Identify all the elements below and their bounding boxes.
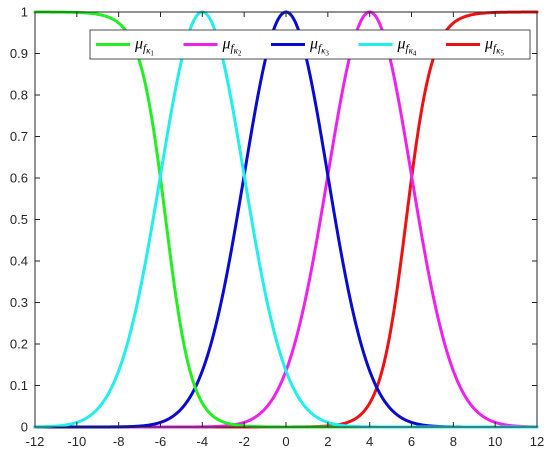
legend-label-1: μfκ1	[134, 36, 154, 58]
x-tick-label: -8	[113, 434, 125, 449]
x-tick-label: -2	[238, 434, 250, 449]
y-tick-label: 0.4	[10, 254, 28, 269]
x-tick-label: 6	[408, 434, 415, 449]
x-tick-label: 8	[450, 434, 457, 449]
y-tick-label: 0.5	[10, 212, 28, 227]
y-tick-label: 0.7	[10, 129, 28, 144]
x-axis: -12 -10 -8 -6 -4 -2 0 2 4 6 8 10 12	[26, 12, 544, 449]
y-tick-label: 1	[21, 5, 28, 20]
y-axis: 0 0.1 0.2 0.3 0.4 0.5 0.6 0.7 0.8 0.9 1	[10, 5, 537, 435]
x-tick-label: -4	[197, 434, 209, 449]
legend-label-5: μfκ5	[484, 36, 504, 58]
x-tick-label: -10	[67, 434, 86, 449]
x-tick-label: 10	[488, 434, 502, 449]
legend-label-4: μfκ4	[397, 36, 417, 58]
y-tick-label: 0.8	[10, 88, 28, 103]
y-tick-label: 0.6	[10, 171, 28, 186]
y-tick-label: 0	[21, 420, 28, 435]
y-tick-label: 0.2	[10, 337, 28, 352]
x-tick-label: 4	[366, 434, 373, 449]
y-tick-label: 0.1	[10, 378, 28, 393]
plot-area	[35, 12, 537, 427]
legend-label-2: μfκ2	[222, 36, 242, 58]
legend-label-3: μfκ3	[309, 36, 329, 58]
x-tick-label: -12	[26, 434, 45, 449]
x-tick-label: 0	[282, 434, 289, 449]
legend: μfκ1 μfκ2 μfκ3 μfκ4 μfκ5	[89, 29, 531, 60]
x-tick-label: 2	[324, 434, 331, 449]
y-tick-label: 0.9	[10, 46, 28, 61]
x-tick-label: 12	[530, 434, 544, 449]
y-tick-label: 0.3	[10, 295, 28, 310]
x-tick-label: -6	[155, 434, 167, 449]
